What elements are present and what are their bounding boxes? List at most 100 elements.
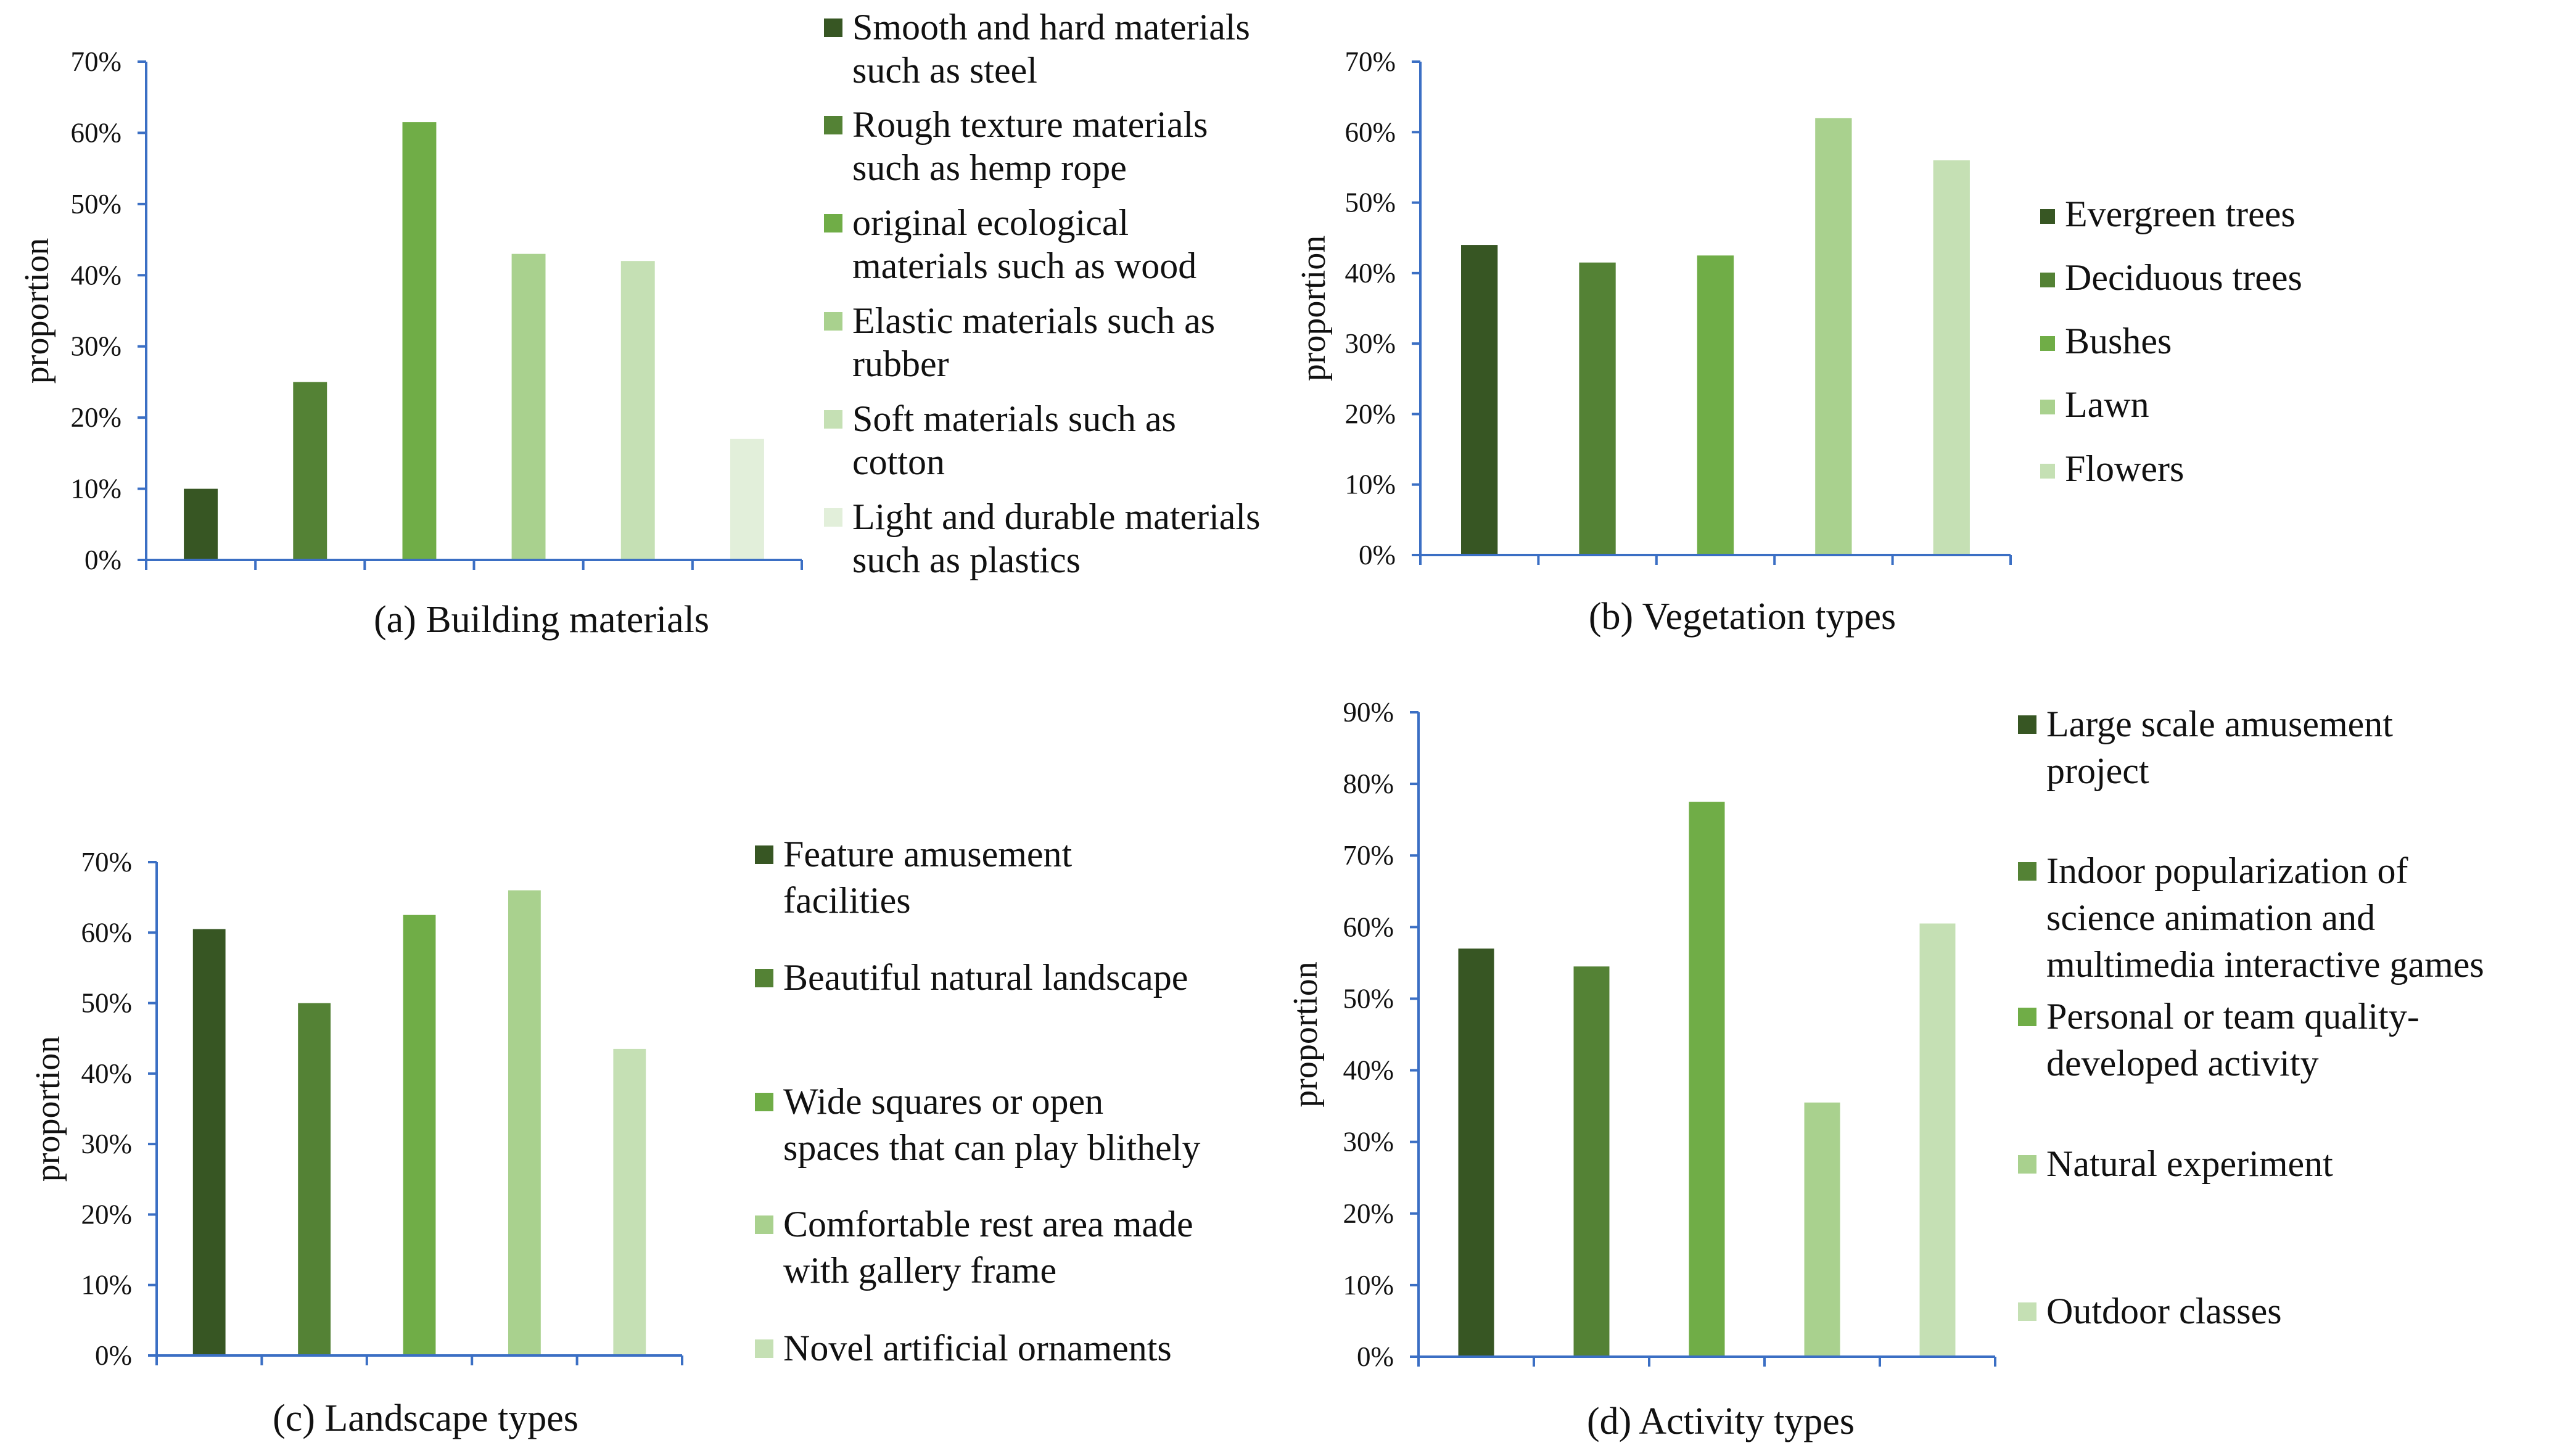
y-tick-label: 20% [1343,1198,1394,1229]
legend-swatch [2040,273,2055,287]
chart-panel-4: 0% 10% 20% 30% 40% 50% 60% 70% 80% 90% proportion (… [1287,697,2484,1442]
y-tick-label: 80% [1343,768,1394,799]
legend-swatch [2040,209,2055,224]
legend-swatch [2018,715,2036,734]
y-tick-label: 40% [71,260,122,290]
legend-label: Natural experiment [2046,1143,2333,1184]
y-axis-label: proportion [1287,961,1325,1107]
legend-swatch [2040,336,2055,351]
y-tick-label: 10% [1343,1270,1394,1301]
legend-label: multimedia interactive games [2046,944,2484,985]
bar-4-5 [1919,923,1956,1357]
bar-3-3 [403,915,436,1355]
chart-caption: (a) Building materials [374,599,709,641]
legend-label: Smooth and hard materials [852,7,1250,47]
y-tick-label: 70% [81,847,133,878]
legend-label: Deciduous trees [2065,257,2302,298]
chart-caption: (c) Landscape types [273,1397,579,1439]
y-tick-label: 60% [1343,911,1394,942]
bar-3-5 [613,1048,646,1355]
bar-1-3 [402,122,437,561]
legend-label: such as hemp rope [852,147,1127,188]
legend-swatch [824,116,842,134]
y-tick-label: 0% [84,545,121,575]
bar-4-1 [1458,948,1494,1357]
y-tick-label: 0% [1359,540,1396,570]
y-tick-label: 10% [1345,469,1396,500]
bar-2-1 [1461,245,1498,555]
y-tick-label: 10% [71,474,122,504]
bar-3-1 [192,929,226,1355]
bar-3-4 [508,890,541,1355]
legend-swatch [755,969,773,987]
legend-label: Indoor popularization of [2046,850,2408,891]
bar-2-4 [1815,118,1852,555]
y-tick-label: 60% [1345,117,1396,147]
legend-swatch [824,410,842,429]
y-tick-label: 40% [1343,1055,1394,1086]
y-axis-label: proportion [18,238,56,384]
legend-swatch [755,845,773,864]
legend-label: developed activity [2046,1043,2319,1084]
chart-panel-3: 0% 10% 20% 30% 40% 50% 60% 70% proportion (c) Lan… [29,834,1200,1439]
bar-1-2 [293,382,327,560]
chart-caption: (d) Activity types [1587,1400,1855,1442]
y-tick-label: 30% [1343,1127,1394,1158]
y-tick-label: 50% [1343,983,1394,1014]
y-tick-label: 70% [1345,46,1396,77]
bar-3-2 [298,1003,331,1355]
legend-swatch [824,312,842,331]
y-tick-label: 70% [1343,840,1394,871]
legend-label: Feature amusement [783,834,1072,874]
legend-swatch [2018,1155,2036,1174]
legend-label: Bushes [2065,321,2172,361]
legend-label: Novel artificial ornaments [783,1328,1172,1368]
y-tick-label: 30% [71,331,122,362]
legend-label: Flowers [2065,448,2184,489]
bar-1-4 [511,253,546,560]
legend-swatch [2040,464,2055,479]
y-tick-label: 30% [1345,328,1396,359]
y-tick-label: 20% [1345,398,1396,429]
y-tick-label: 40% [1345,258,1396,289]
legend-label: such as plastics [852,540,1081,580]
bar-4-3 [1689,802,1725,1357]
y-axis-label: proportion [29,1036,67,1182]
legend-label: facilities [783,880,911,921]
legend-label: original ecological [852,202,1129,243]
legend-label: Soft materials such as [852,398,1176,439]
legend-swatch [824,19,842,37]
legend-swatch [2018,862,2036,881]
bar-2-5 [1933,160,1970,555]
chart-caption: (b) Vegetation types [1589,596,1896,638]
legend-swatch [824,214,842,232]
legend-swatch [2018,1302,2036,1321]
legend-label: Personal or team quality- [2046,996,2419,1037]
y-tick-label: 20% [71,402,122,433]
legend-swatch [2040,400,2055,414]
legend-label: spaces that can play blithely [783,1127,1200,1168]
bar-2-3 [1697,255,1734,555]
legend-label: cotton [852,442,945,482]
y-tick-label: 40% [81,1058,133,1089]
y-tick-label: 20% [81,1199,133,1230]
y-tick-label: 10% [81,1270,133,1301]
legend-label: Light and durable materials [852,496,1260,537]
legend-label: Large scale amusement [2046,704,2393,744]
y-tick-label: 0% [95,1340,132,1371]
bar-1-6 [730,438,764,560]
y-tick-label: 70% [71,46,122,77]
y-tick-label: 50% [81,988,133,1019]
legend-swatch [755,1339,773,1358]
legend-label: Wide squares or open [783,1081,1103,1122]
legend-swatch [2018,1008,2036,1026]
legend-label: Comfortable rest area made [783,1204,1193,1244]
bar-1-1 [184,488,218,560]
chart-panel-1: 0% 10% 20% 30% 40% 50% 60% 70% proportion (a) Bui… [18,7,1260,641]
legend-label: with gallery frame [783,1250,1056,1291]
legend-label: Lawn [2065,384,2149,425]
y-tick-label: 60% [81,917,133,948]
bar-2-2 [1579,262,1616,555]
legend-swatch [755,1093,773,1111]
